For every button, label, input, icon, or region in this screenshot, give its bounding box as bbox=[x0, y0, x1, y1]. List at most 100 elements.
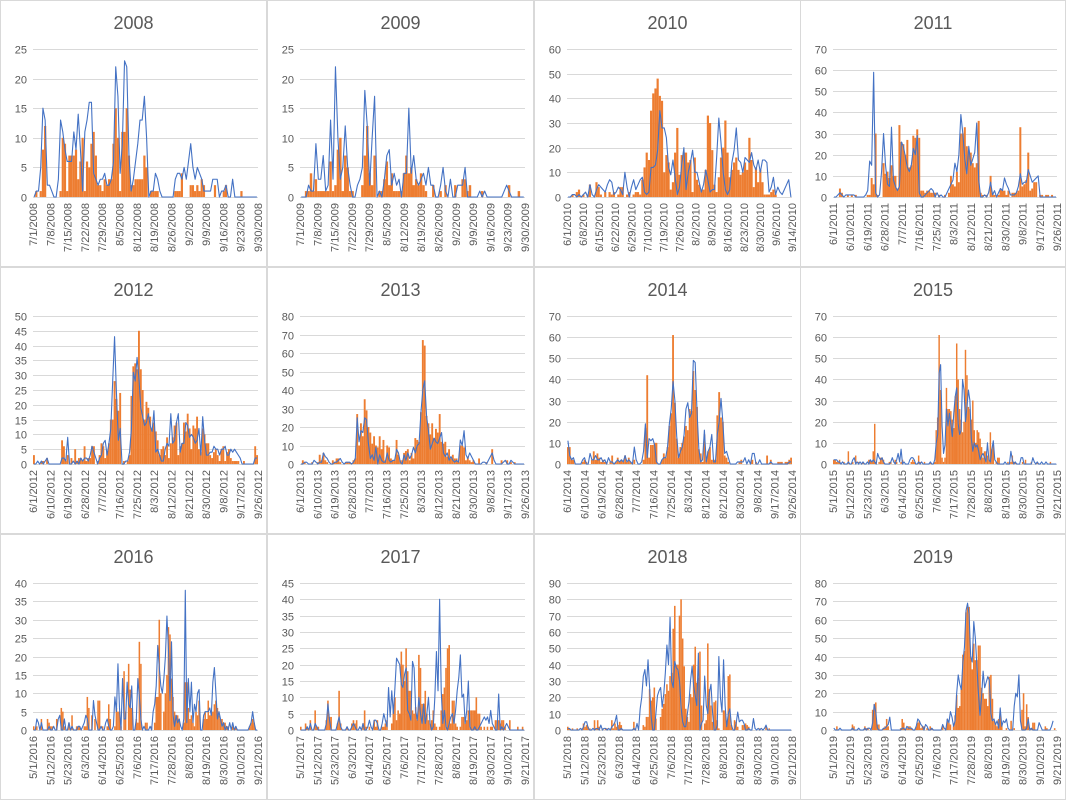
bar bbox=[950, 411, 952, 464]
bar bbox=[105, 185, 108, 197]
bar bbox=[106, 452, 109, 464]
x-tick-label: 6/8/2010 bbox=[578, 203, 590, 246]
bar bbox=[162, 446, 165, 464]
bar bbox=[603, 461, 606, 464]
bar bbox=[138, 330, 140, 464]
bar bbox=[1017, 190, 1020, 197]
bar bbox=[33, 726, 35, 730]
y-tick-label: 40 bbox=[15, 342, 27, 354]
y-tick-label: 30 bbox=[815, 671, 827, 683]
x-tick-label: 9/21/2018 bbox=[787, 736, 799, 785]
bar bbox=[1025, 704, 1028, 730]
bar bbox=[132, 366, 135, 464]
bar bbox=[882, 163, 885, 197]
bar bbox=[688, 721, 690, 730]
bar bbox=[77, 726, 79, 730]
bar bbox=[977, 432, 980, 464]
bar bbox=[453, 700, 455, 730]
x-tick-label: 6/19/2013 bbox=[330, 470, 342, 519]
bar bbox=[988, 459, 990, 464]
x-tick-label: 6/25/2018 bbox=[649, 736, 661, 785]
chart-svg: 2012 0 5 10 15 20 25 30 35 40 45 50 6/1/2012 6/10/201… bbox=[15, 280, 265, 519]
bar bbox=[959, 133, 962, 197]
y-tick-label: 0 bbox=[21, 193, 27, 205]
bar bbox=[222, 446, 225, 464]
bar bbox=[55, 718, 58, 730]
x-tick-label: 9/17/2013 bbox=[503, 470, 515, 519]
x-tick-label: 8/23/2010 bbox=[739, 203, 751, 252]
bar bbox=[112, 143, 115, 197]
bar bbox=[664, 694, 667, 730]
chart-svg: 2018 0 10 20 30 40 50 60 70 80 90 5/1/2018 5/12/2018… bbox=[549, 547, 799, 785]
bar bbox=[689, 694, 692, 730]
bar bbox=[673, 402, 676, 464]
bar bbox=[834, 459, 836, 464]
bar bbox=[403, 681, 406, 730]
bar bbox=[724, 710, 726, 730]
x-tick-label: 9/8/2011 bbox=[1018, 203, 1030, 245]
bar bbox=[422, 185, 425, 197]
bar bbox=[967, 150, 970, 197]
bar bbox=[231, 461, 234, 464]
bar bbox=[158, 455, 161, 464]
bar bbox=[207, 700, 210, 730]
bar bbox=[502, 720, 505, 730]
y-tick-label: 50 bbox=[815, 87, 827, 99]
y-tick-label: 70 bbox=[815, 597, 827, 609]
x-tick-label: 9/17/2012 bbox=[236, 470, 248, 519]
x-tick-label: 9/8/2012 bbox=[218, 470, 230, 513]
y-tick-label: 20 bbox=[282, 75, 294, 87]
bar bbox=[346, 462, 349, 464]
x-tick-label: 8/19/2015 bbox=[1000, 470, 1012, 519]
bar bbox=[568, 728, 571, 730]
bar bbox=[450, 458, 452, 464]
bar bbox=[670, 413, 673, 464]
bar bbox=[616, 457, 619, 464]
bar bbox=[397, 710, 399, 730]
bar bbox=[656, 78, 659, 197]
bar bbox=[110, 179, 113, 197]
x-tick-label: 9/17/2014 bbox=[770, 470, 782, 519]
bar bbox=[676, 127, 679, 197]
bar bbox=[914, 137, 917, 197]
bar bbox=[250, 722, 252, 730]
bar bbox=[708, 689, 711, 730]
bar-series bbox=[33, 619, 255, 731]
x-tick-label: 8/30/2012 bbox=[201, 470, 213, 519]
bar bbox=[413, 713, 415, 730]
x-tick-label: 9/26/2013 bbox=[520, 470, 532, 519]
bar bbox=[729, 674, 731, 730]
x-tick-label: 6/25/2015 bbox=[914, 470, 926, 519]
bar bbox=[1001, 724, 1003, 730]
bar bbox=[71, 715, 73, 730]
bar bbox=[103, 179, 106, 197]
bar-series bbox=[836, 606, 1056, 731]
bar bbox=[494, 720, 497, 730]
bar bbox=[442, 694, 444, 730]
bar bbox=[693, 157, 696, 197]
x-tick-label: 7/22/2009 bbox=[347, 203, 359, 252]
chart-panel-2011: 2011 0 10 20 30 40 50 60 70 6/1/2011 6/10/2011 6/19… bbox=[800, 0, 1066, 267]
bar bbox=[743, 162, 747, 197]
bar bbox=[890, 165, 893, 197]
chart-svg: 2014 0 10 20 30 40 50 60 70 6/1/2014 6/10/2014 6/19… bbox=[549, 280, 799, 519]
x-tick-label: 8/30/2016 bbox=[218, 736, 230, 785]
y-tick-label: 5 bbox=[21, 708, 27, 720]
x-tick-label: 8/30/2010 bbox=[755, 203, 767, 252]
bar bbox=[317, 191, 320, 197]
bar bbox=[314, 179, 318, 197]
bar bbox=[478, 713, 481, 730]
bar bbox=[517, 726, 519, 730]
y-tick-label: 20 bbox=[15, 653, 27, 665]
bar bbox=[710, 705, 712, 730]
bar bbox=[196, 185, 199, 197]
bar bbox=[843, 461, 845, 464]
x-tick-label: 6/1/2011 bbox=[828, 203, 840, 245]
chart-title: 2009 bbox=[380, 13, 420, 33]
bar bbox=[934, 192, 937, 197]
y-tick-label: 15 bbox=[15, 104, 27, 116]
bar bbox=[916, 129, 919, 197]
bar bbox=[414, 179, 418, 197]
y-tick-label: 10 bbox=[15, 689, 27, 701]
x-tick-label: 8/26/2009 bbox=[434, 203, 446, 252]
